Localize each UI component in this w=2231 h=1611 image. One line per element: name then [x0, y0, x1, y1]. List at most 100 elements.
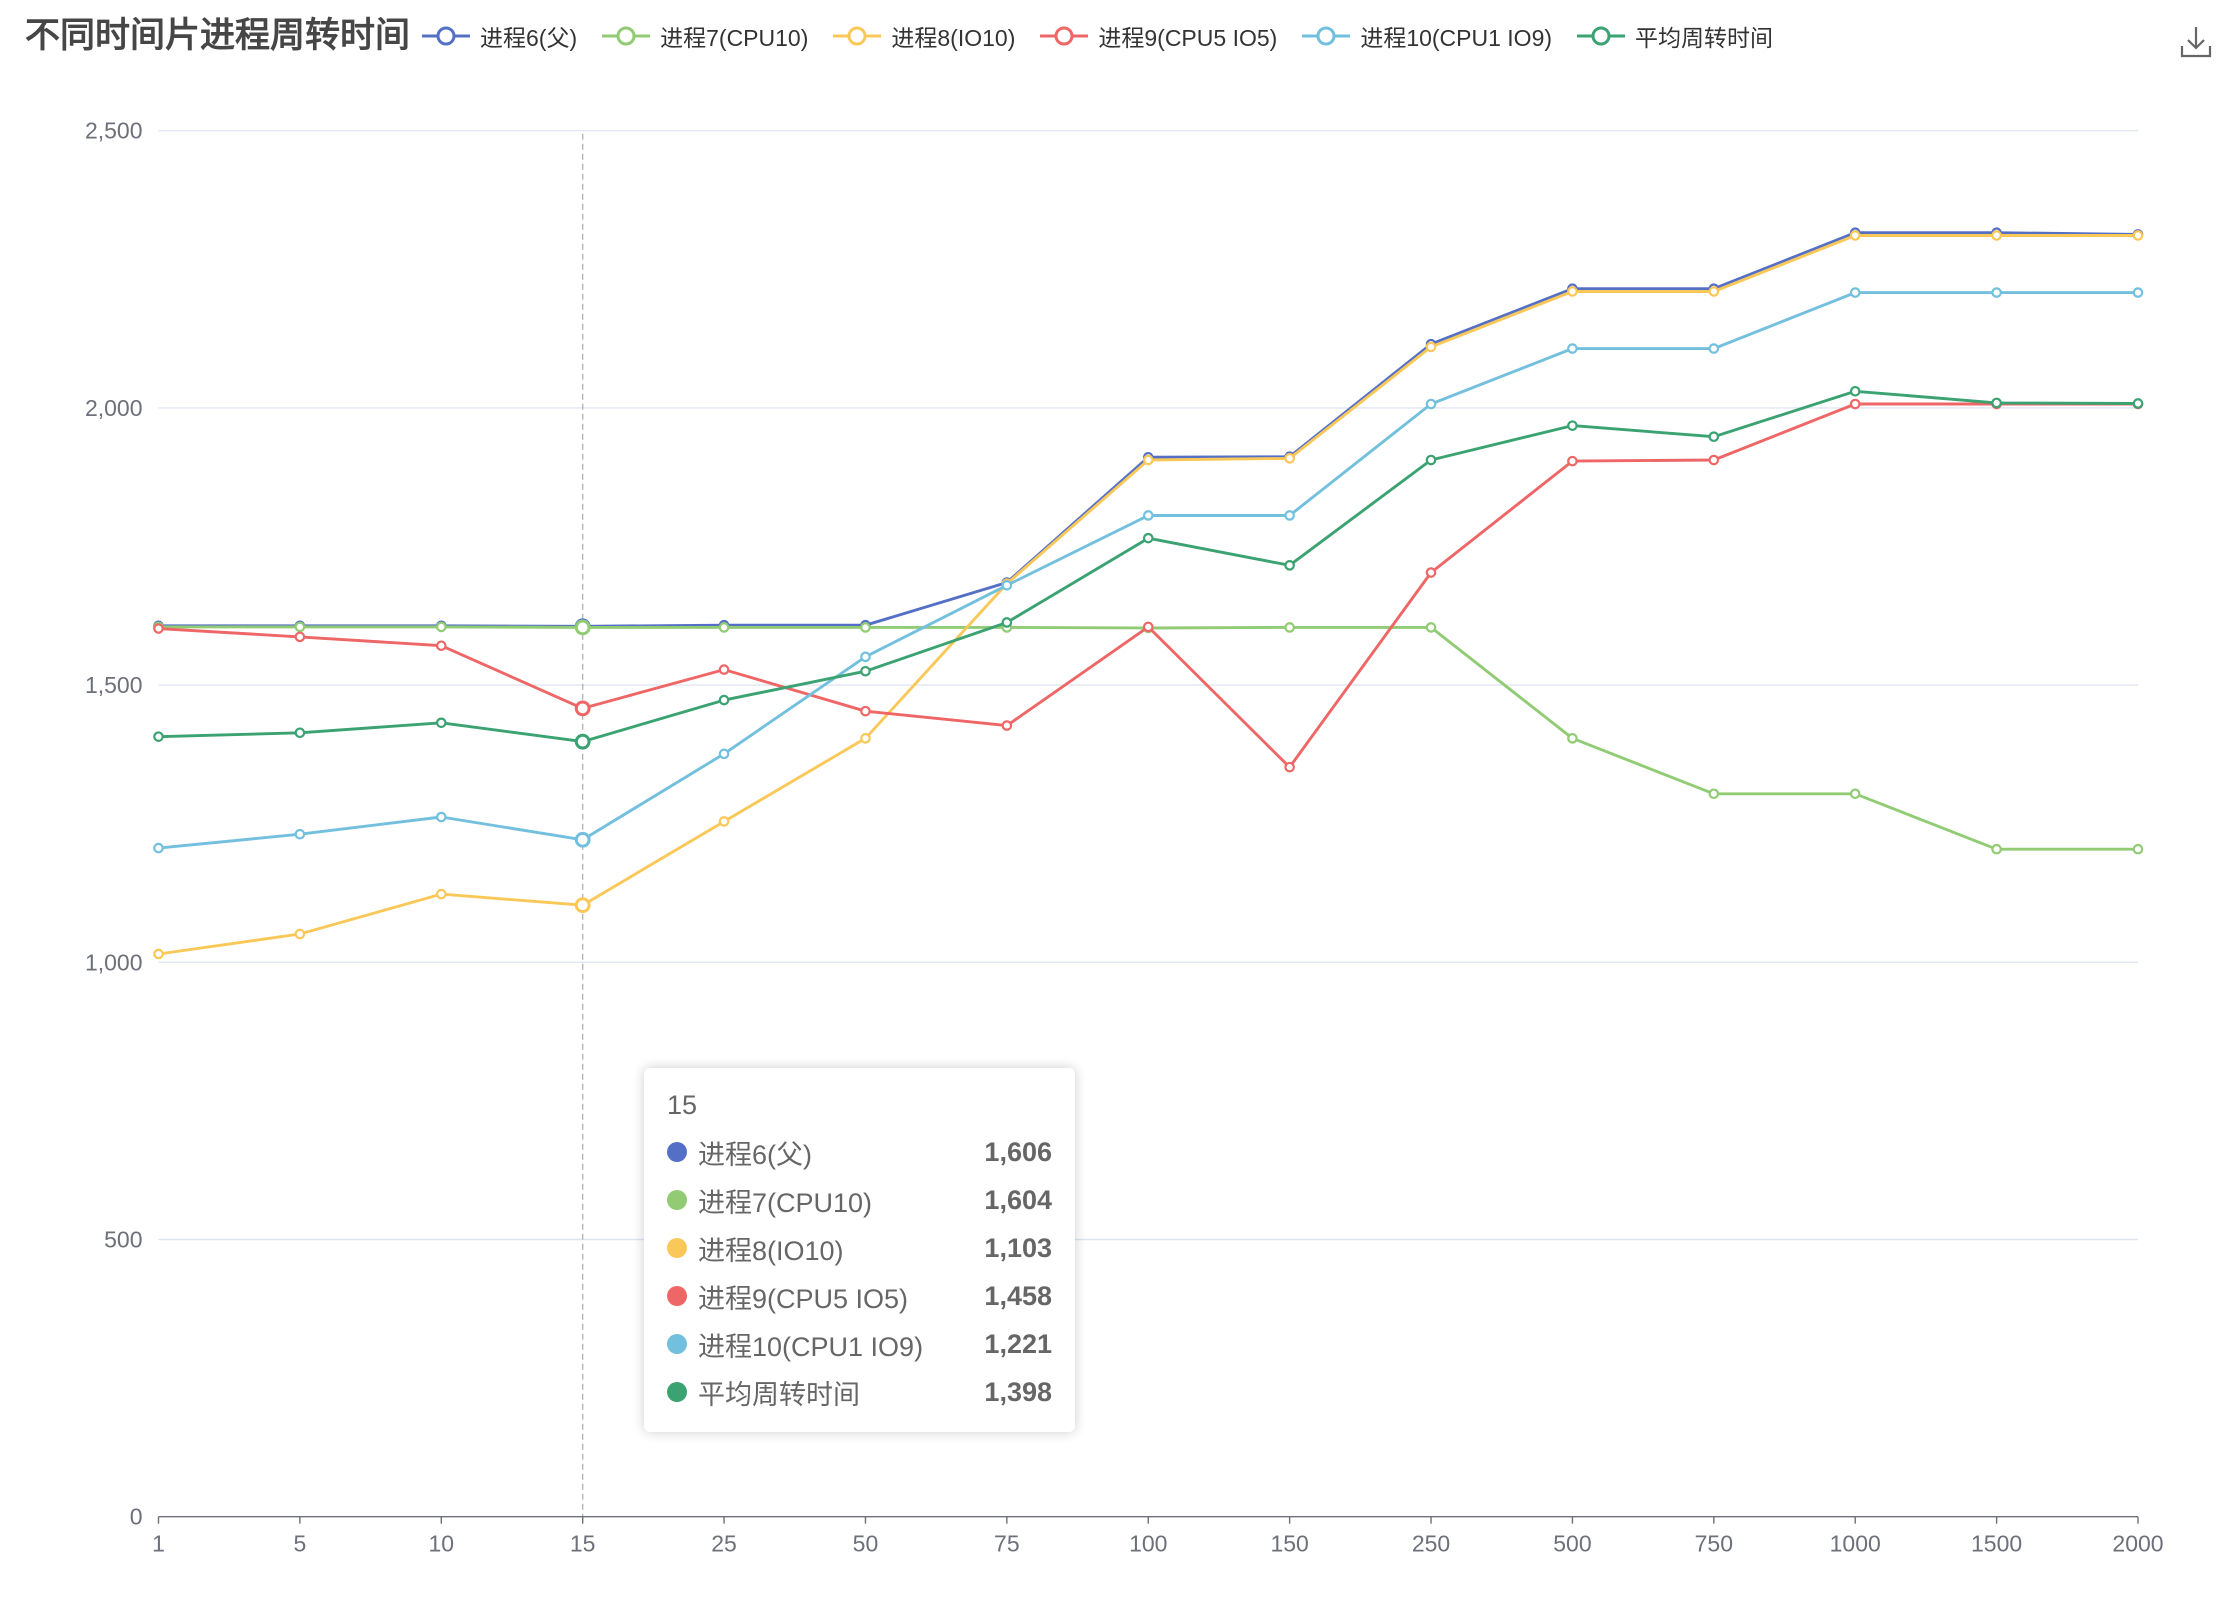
series-3-point[interactable]	[1991, 230, 2002, 241]
series-3-point[interactable]	[1567, 286, 1578, 297]
series-4-point[interactable]	[1001, 720, 1013, 731]
x-tick-label: 750	[1695, 1531, 1733, 1557]
series-3-point[interactable]	[435, 888, 447, 900]
series-6	[153, 385, 2144, 750]
series-3-point[interactable]	[2132, 230, 2144, 241]
series-3-point[interactable]	[1425, 341, 1437, 353]
series-6-point[interactable]	[574, 733, 591, 750]
series-6-point[interactable]	[1708, 431, 1720, 443]
series-3-point[interactable]	[1142, 454, 1154, 466]
series-4-point[interactable]	[574, 700, 591, 717]
legend-line-circle-icon	[833, 26, 882, 46]
series-2-point[interactable]	[1849, 788, 1861, 800]
series-4-point[interactable]	[1567, 455, 1578, 467]
tooltip-row: 进程7(CPU10) 1,604	[667, 1176, 1052, 1224]
series-2-point[interactable]	[1567, 733, 1578, 744]
series-5-point[interactable]	[1284, 510, 1295, 521]
series-6-point[interactable]	[2132, 398, 2144, 409]
series-5-point[interactable]	[718, 748, 730, 760]
series-4-point[interactable]	[294, 631, 306, 643]
series-2-point[interactable]	[435, 621, 447, 633]
series-3-point[interactable]	[574, 897, 591, 914]
series-4-point[interactable]	[1142, 621, 1154, 633]
legend-item-process-10[interactable]: 进程10(CPU1 IO9)	[1302, 19, 1552, 53]
tooltip-value: 1,604	[984, 1184, 1052, 1215]
tooltip-series-name: 进程10(CPU1 IO9)	[698, 1331, 924, 1362]
series-4-point[interactable]	[1849, 398, 1861, 410]
x-tick-label: 500	[1553, 1531, 1591, 1557]
series-5-point[interactable]	[2132, 287, 2144, 298]
series-5-point[interactable]	[1849, 287, 1861, 298]
series-3-line	[158, 234, 2138, 956]
tooltip-marker	[667, 1382, 687, 1402]
series-4-point[interactable]	[1425, 567, 1437, 578]
series-5-point[interactable]	[1425, 398, 1437, 410]
series-3-point[interactable]	[153, 948, 164, 960]
series-2-point[interactable]	[718, 622, 730, 633]
series-3-point[interactable]	[294, 928, 306, 940]
series-5-point[interactable]	[1567, 343, 1578, 354]
series-5-point[interactable]	[1001, 580, 1013, 591]
series-2-point[interactable]	[1425, 622, 1437, 633]
series-2-point[interactable]	[860, 622, 871, 633]
series-3-point[interactable]	[718, 816, 730, 827]
legend-item-process-9[interactable]: 进程9(CPU5 IO5)	[1040, 19, 1277, 53]
series-6-point[interactable]	[1991, 397, 2002, 409]
series-6-point[interactable]	[1284, 560, 1295, 571]
series-2-point[interactable]	[2132, 843, 2144, 855]
series-3-point[interactable]	[1849, 230, 1861, 241]
legend-item-average-turnaround[interactable]: 平均周转时间	[1577, 19, 1773, 53]
legend-item-process-8[interactable]: 进程8(IO10)	[833, 19, 1015, 53]
series-2-point[interactable]	[1708, 788, 1720, 800]
series-6-point[interactable]	[1001, 617, 1013, 628]
series-5-point[interactable]	[1708, 343, 1720, 354]
legend-item-process-7[interactable]: 进程7(CPU10)	[602, 19, 808, 53]
tooltip-value: 1,103	[984, 1232, 1052, 1263]
x-tick-label: 1500	[1971, 1531, 2022, 1557]
legend-item-process-6[interactable]: 进程6(父)	[422, 19, 577, 53]
y-tick-label: 0	[130, 1504, 143, 1530]
series-6-point[interactable]	[153, 731, 164, 742]
legend-line-circle-icon	[602, 26, 651, 46]
series-4-point[interactable]	[1708, 454, 1720, 466]
download-icon[interactable]	[2180, 24, 2212, 58]
y-tick-label: 500	[104, 1227, 142, 1253]
series-3-point[interactable]	[1284, 453, 1295, 464]
series-5-point[interactable]	[1142, 510, 1154, 521]
series-5-point[interactable]	[1991, 287, 2002, 298]
series-1-line	[158, 231, 2139, 628]
series-5-point[interactable]	[435, 811, 447, 823]
tooltip-value: 1,458	[984, 1280, 1052, 1311]
series-2-point[interactable]	[1991, 843, 2002, 855]
series-6-point[interactable]	[718, 694, 730, 706]
series-3-point[interactable]	[1708, 286, 1720, 297]
x-tick-label: 1000	[1830, 1531, 1881, 1557]
series-4-point[interactable]	[153, 623, 164, 634]
series-4-point[interactable]	[435, 640, 447, 652]
tooltip-row: 进程9(CPU5 IO5) 1,458	[667, 1272, 1052, 1320]
legend-label: 进程10(CPU1 IO9)	[1360, 25, 1553, 51]
series-2-point[interactable]	[1284, 622, 1295, 633]
series-6-point[interactable]	[294, 727, 306, 739]
series-6-point[interactable]	[1849, 385, 1861, 397]
series-3-point[interactable]	[860, 733, 871, 744]
tooltip-row: 进程10(CPU1 IO9) 1,221	[667, 1320, 1052, 1368]
series-4-point[interactable]	[1284, 761, 1295, 773]
series-6-point[interactable]	[435, 717, 447, 729]
series-2-point[interactable]	[574, 619, 591, 636]
series-6-point[interactable]	[1142, 532, 1154, 544]
series-4-point[interactable]	[718, 664, 730, 675]
series-5-point[interactable]	[294, 828, 306, 840]
series-5-point[interactable]	[153, 842, 164, 854]
series-6-point[interactable]	[1425, 454, 1437, 466]
series-6-point[interactable]	[860, 665, 871, 677]
y-axis-labels: 0 500 1,000 1,500 2,000 2,500	[85, 118, 143, 1530]
series-5-point[interactable]	[574, 831, 591, 848]
series-4-point[interactable]	[860, 705, 871, 717]
series-5-line	[158, 291, 2138, 850]
series-2-point[interactable]	[294, 621, 306, 633]
legend-label: 进程9(CPU5 IO5)	[1098, 25, 1278, 51]
series-6-point[interactable]	[1567, 420, 1578, 431]
series-5-point[interactable]	[860, 651, 871, 663]
x-tick-label: 100	[1129, 1531, 1167, 1557]
